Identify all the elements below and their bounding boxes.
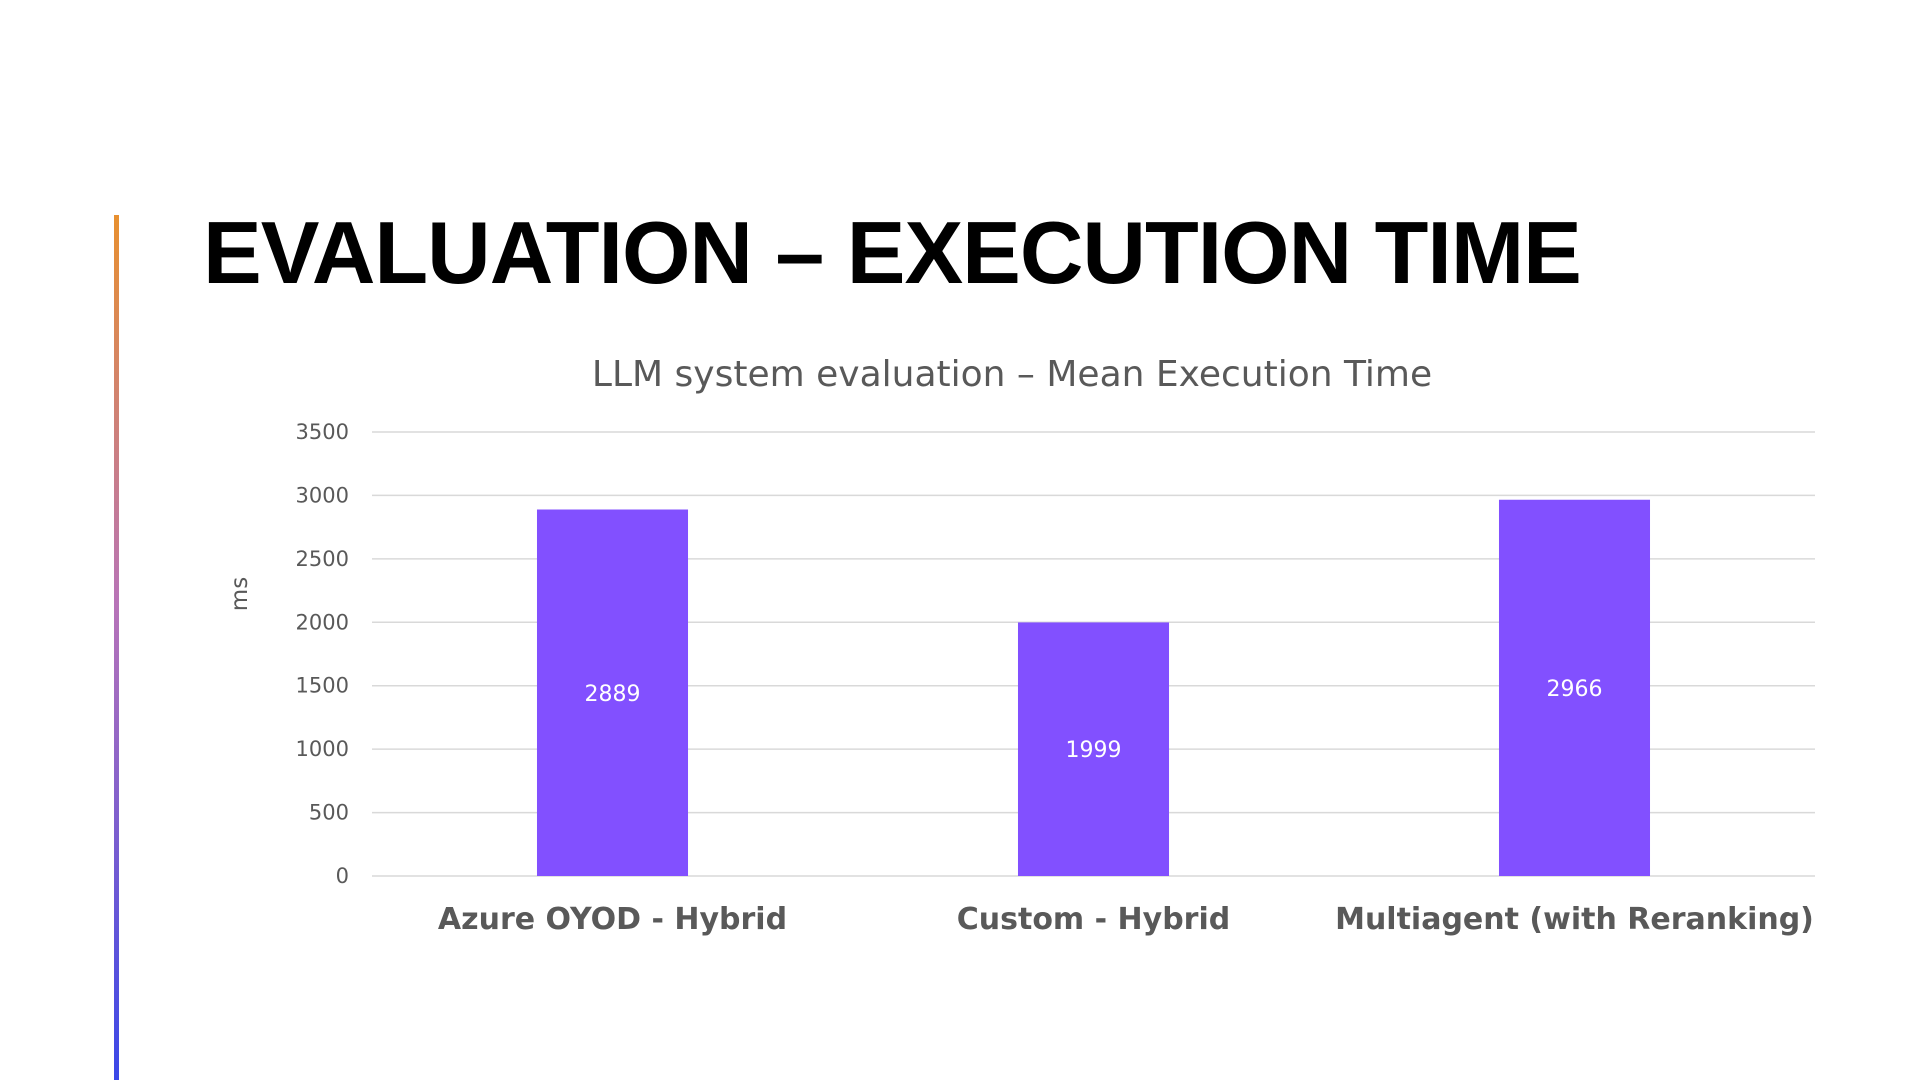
category-label: Custom - Hybrid xyxy=(957,902,1230,937)
y-tick-label: 3500 xyxy=(296,420,349,444)
chart-title: LLM system evaluation – Mean Execution T… xyxy=(592,354,1432,395)
data-label: 2966 xyxy=(1547,677,1603,702)
y-axis-label: ms xyxy=(227,577,253,611)
x-axis-categories: Azure OYOD - Hybrid Custom - Hybrid Multia… xyxy=(438,902,1814,937)
data-label: 1999 xyxy=(1066,738,1122,763)
accent-bar xyxy=(114,215,119,1080)
y-axis-ticks: 0 500 1000 1500 2000 2500 3000 3500 xyxy=(296,420,349,888)
bars xyxy=(536,499,1651,876)
y-tick-label: 0 xyxy=(336,864,349,888)
y-tick-label: 2000 xyxy=(296,610,349,634)
data-label: 2889 xyxy=(585,682,641,707)
bar xyxy=(1017,622,1170,876)
category-label: Multiagent (with Reranking) xyxy=(1335,902,1814,937)
y-tick-label: 500 xyxy=(309,801,349,825)
slide-title: EVALUATION – EXECUTION TIME xyxy=(203,203,1582,302)
y-tick-label: 1000 xyxy=(296,737,349,761)
y-tick-label: 2500 xyxy=(296,547,349,571)
y-tick-label: 3000 xyxy=(296,483,349,507)
category-label: Azure OYOD - Hybrid xyxy=(438,902,787,937)
y-tick-label: 1500 xyxy=(296,674,349,698)
data-labels: 2889 1999 2966 xyxy=(585,677,1603,763)
bar xyxy=(536,509,689,876)
bar xyxy=(1498,499,1651,876)
